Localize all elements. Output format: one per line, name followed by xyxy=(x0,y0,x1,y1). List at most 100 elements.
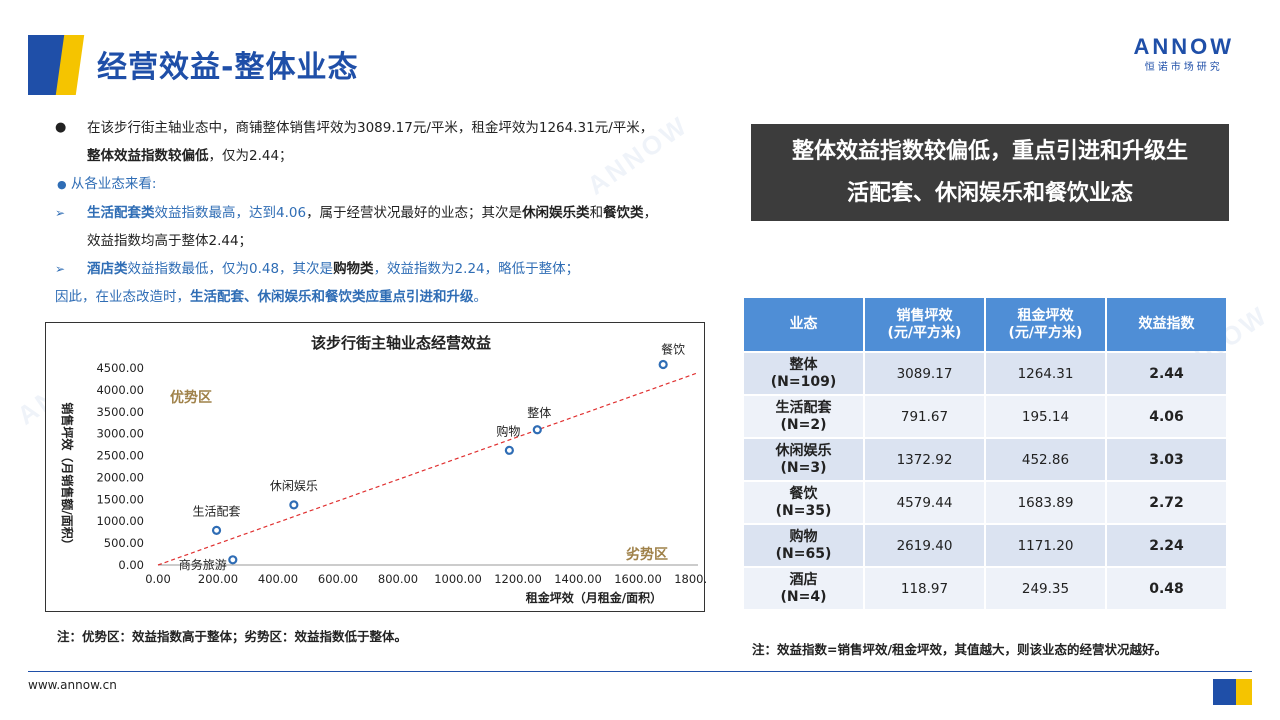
annow-logo: ANNOW 恒诺市场研究 xyxy=(1133,34,1234,73)
row-name-cell: 餐饮 (N=35) xyxy=(744,482,863,523)
chart-footnote: 注：优势区：效益指数高于整体；劣势区：效益指数低于整体。 xyxy=(57,629,408,644)
table-footnote: 注：效益指数=销售坪效/租金坪效，其值越大，则该业态的经营状况越好。 xyxy=(752,642,1168,657)
sales-cell: 118.97 xyxy=(865,568,984,609)
logo-text: ANNOW xyxy=(1133,34,1234,59)
rent-cell: 1171.20 xyxy=(986,525,1105,566)
y-tick-label: 3000.00 xyxy=(96,427,144,441)
bullet-bold-text: 生活配套、休闲娱乐和餐饮类应重点引进和升级 xyxy=(190,289,474,305)
bullet-text: ， xyxy=(643,205,658,221)
index-cell: 2.72 xyxy=(1107,482,1226,523)
data-point xyxy=(211,525,222,535)
row-name-cell: 整体 (N=109) xyxy=(744,353,863,394)
callout-line: 整体效益指数较偏低，重点引进和升级生 xyxy=(791,139,1188,164)
rent-cell: 249.35 xyxy=(986,568,1105,609)
scatter-chart: 该步行街主轴业态经营效益 0.00 200.00 400.00 600.00 800.00… xyxy=(45,322,706,612)
y-tick-label: 1000.00 xyxy=(96,514,144,528)
bullet-bold-text: 休闲娱乐类 xyxy=(522,205,590,221)
y-tick-label: 3500.00 xyxy=(96,405,144,419)
bullet-text: ，仅为2.44； xyxy=(208,148,293,164)
x-tick-label: 0.00 xyxy=(145,572,171,586)
row-name-cell: 购物 (N=65) xyxy=(744,525,863,566)
bullet-by-type: ● 从各业态来看: xyxy=(55,170,715,199)
table-header-cell: 销售坪效 (元/平方米) xyxy=(865,298,984,351)
footer-divider xyxy=(28,671,1252,672)
row-name-cell: 酒店 (N=4) xyxy=(744,568,863,609)
efficiency-table: 业态 销售坪效 (元/平方米) 租金坪效 (元/平方米) 效益指数 整体 (N=1… xyxy=(742,296,1228,611)
row-name-cell: 休闲娱乐 (N=3) xyxy=(744,439,863,480)
callout-line: 活配套、休闲娱乐和餐饮业态 xyxy=(846,181,1133,206)
y-tick-label: 500.00 xyxy=(104,536,144,550)
sales-cell: 4579.44 xyxy=(865,482,984,523)
rent-cell: 1264.31 xyxy=(986,353,1105,394)
x-axis-label: 租金坪效（月租金/面积） xyxy=(526,590,662,605)
bullet-bold-text: 酒店类 xyxy=(87,261,128,277)
bullet-dot-icon: ● xyxy=(55,120,67,135)
data-point xyxy=(532,425,542,435)
rent-cell: 452.86 xyxy=(986,439,1105,480)
x-tick-label: 1800.00 xyxy=(674,572,706,586)
data-point-label: 商务旅游 xyxy=(179,557,227,572)
data-point-label: 整体 xyxy=(527,405,551,420)
data-point-label: 生活配套 xyxy=(193,504,241,518)
y-tick-label: 4000.00 xyxy=(96,383,144,397)
bullet-text: 。 xyxy=(473,289,488,305)
x-tick-label: 1200.00 xyxy=(494,572,542,586)
bullet-text: 和 xyxy=(589,205,604,221)
sales-cell: 2619.40 xyxy=(865,525,984,566)
y-tick-label: 4500.00 xyxy=(96,361,144,375)
table-header-cell: 租金坪效 (元/平方米) xyxy=(986,298,1105,351)
rent-cell: 195.14 xyxy=(986,396,1105,437)
bullet-text: 在该步行街主轴业态中，商铺整体销售坪效为3089.17元/平米，租金坪效为126… xyxy=(87,120,654,136)
index-cell: 2.24 xyxy=(1107,525,1226,566)
trendline xyxy=(157,372,697,566)
table-header-cell: 业态 xyxy=(744,298,863,351)
bullet-text: 因此，在业态改造时， xyxy=(55,289,190,305)
table-row: 休闲娱乐 (N=3) 1372.92 452.86 3.03 xyxy=(744,439,1226,480)
x-tick-label: 200.00 xyxy=(198,572,238,586)
sales-cell: 3089.17 xyxy=(865,353,984,394)
y-tick-label: 2500.00 xyxy=(96,449,144,463)
table-header-row: 业态 销售坪效 (元/平方米) 租金坪效 (元/平方米) 效益指数 xyxy=(744,298,1226,351)
data-point-label: 休闲娱乐 xyxy=(270,479,318,493)
data-point xyxy=(504,445,514,455)
page-title: 经营效益-整体业态 xyxy=(97,50,359,85)
x-tick-label: 1600.00 xyxy=(614,572,662,586)
y-axis-label: 销售坪效（月销售额/面积） xyxy=(60,402,75,550)
x-tick-label: 800.00 xyxy=(378,572,418,586)
table-row: 酒店 (N=4) 118.97 249.35 0.48 xyxy=(744,568,1226,609)
x-tick-label: 1400.00 xyxy=(554,572,602,586)
data-point xyxy=(228,555,238,565)
bullet-text: 从各业态来看: xyxy=(70,176,157,192)
x-tick-label: 600.00 xyxy=(318,572,358,586)
data-point xyxy=(289,500,299,510)
bullet-text: ，属于经营状况最好的业态；其次是 xyxy=(306,205,523,221)
sales-cell: 791.67 xyxy=(865,396,984,437)
bullet-best-cont: 效益指数均高于整体2.44； xyxy=(55,227,715,255)
zone-label-lower: 劣势区 xyxy=(626,546,668,563)
bullet-overall: ● 在该步行街主轴业态中，商铺整体销售坪效为3089.17元/平米，租金坪效为1… xyxy=(55,114,715,142)
table-row: 整体 (N=109) 3089.17 1264.31 2.44 xyxy=(744,353,1226,394)
bullet-best: ➢ 生活配套类效益指数最高，达到4.06，属于经营状况最好的业态；其次是休闲娱乐… xyxy=(55,199,715,227)
logo-subtitle: 恒诺市场研究 xyxy=(1144,62,1223,73)
bullet-text: 效益指数最高，达到4.06 xyxy=(154,205,307,221)
rent-cell: 1683.89 xyxy=(986,482,1105,523)
table-row: 购物 (N=65) 2619.40 1171.20 2.24 xyxy=(744,525,1226,566)
data-point-label: 购物 xyxy=(496,423,520,438)
chart-svg: 该步行街主轴业态经营效益 0.00 200.00 400.00 600.00 800.00… xyxy=(60,334,706,605)
footer-url: www.annow.cn xyxy=(28,678,117,692)
bullet-text: ，效益指数为2.24，略低于整体； xyxy=(373,261,580,277)
bullet-dot-icon: ● xyxy=(57,178,67,191)
data-point xyxy=(658,359,668,370)
bullet-conclusion: 因此，在业态改造时，生活配套、休闲娱乐和餐饮类应重点引进和升级。 xyxy=(55,283,715,311)
chart-title: 该步行街主轴业态经营效益 xyxy=(311,334,491,352)
y-tick-label: 0.00 xyxy=(118,558,144,572)
key-finding-callout: 整体效益指数较偏低，重点引进和升级生 活配套、休闲娱乐和餐饮业态 xyxy=(751,124,1229,221)
bullet-text: 效益指数最低，仅为0.48，其次是 xyxy=(127,261,334,277)
x-tick-label: 400.00 xyxy=(258,572,298,586)
bullet-bold-text: 餐饮类 xyxy=(603,205,644,221)
index-cell: 0.48 xyxy=(1107,568,1226,609)
y-tick-label: 2000.00 xyxy=(96,470,144,484)
index-cell: 3.03 xyxy=(1107,439,1226,480)
sales-cell: 1372.92 xyxy=(865,439,984,480)
table-row: 餐饮 (N=35) 4579.44 1683.89 2.72 xyxy=(744,482,1226,523)
